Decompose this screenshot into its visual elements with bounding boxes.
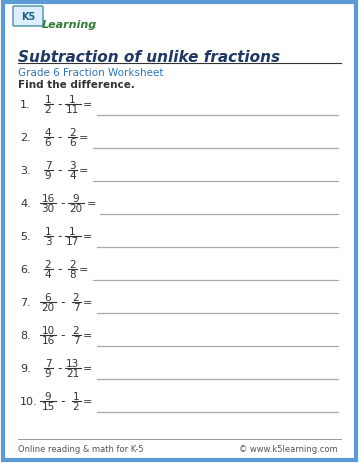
Text: -: - bbox=[61, 394, 65, 407]
Text: =: = bbox=[86, 199, 96, 208]
Text: 1: 1 bbox=[69, 226, 76, 237]
Text: =: = bbox=[83, 330, 92, 340]
Text: 5.: 5. bbox=[20, 232, 31, 242]
Text: -: - bbox=[57, 98, 62, 111]
Text: 2: 2 bbox=[69, 128, 76, 138]
Text: 20: 20 bbox=[41, 302, 55, 313]
Text: 2: 2 bbox=[73, 325, 79, 335]
Text: 16: 16 bbox=[41, 194, 55, 204]
Text: =: = bbox=[83, 363, 92, 373]
Text: 11: 11 bbox=[66, 105, 79, 115]
Text: © www.k5learning.com: © www.k5learning.com bbox=[239, 444, 338, 453]
Text: 10: 10 bbox=[41, 325, 55, 335]
Text: 30: 30 bbox=[41, 204, 55, 213]
Text: -: - bbox=[57, 131, 62, 144]
Text: K5: K5 bbox=[21, 12, 35, 22]
Text: 20: 20 bbox=[69, 204, 83, 213]
Text: 2.: 2. bbox=[20, 133, 31, 143]
Text: 4: 4 bbox=[45, 269, 51, 279]
Text: 3.: 3. bbox=[20, 166, 31, 175]
Text: -: - bbox=[57, 362, 62, 375]
Text: -: - bbox=[57, 230, 62, 243]
Text: Subtraction of unlike fractions: Subtraction of unlike fractions bbox=[18, 50, 280, 65]
Text: 13: 13 bbox=[66, 358, 79, 368]
Text: 2: 2 bbox=[45, 259, 51, 269]
Text: 6.: 6. bbox=[20, 264, 31, 275]
Text: 1: 1 bbox=[45, 226, 51, 237]
Text: 6: 6 bbox=[69, 138, 76, 148]
Text: 2: 2 bbox=[73, 292, 79, 302]
Text: 16: 16 bbox=[41, 335, 55, 345]
Text: -: - bbox=[57, 164, 62, 177]
Text: 17: 17 bbox=[66, 237, 79, 246]
Text: 6: 6 bbox=[45, 138, 51, 148]
Text: 8.: 8. bbox=[20, 330, 31, 340]
Text: Learning: Learning bbox=[42, 20, 97, 30]
Text: 1: 1 bbox=[45, 95, 51, 105]
Text: 9.: 9. bbox=[20, 363, 31, 373]
Text: 10.: 10. bbox=[20, 396, 38, 406]
Text: Grade 6 Fraction Worksheet: Grade 6 Fraction Worksheet bbox=[18, 68, 163, 78]
Text: Find the difference.: Find the difference. bbox=[18, 80, 135, 90]
Text: Online reading & math for K-5: Online reading & math for K-5 bbox=[18, 444, 144, 453]
Text: =: = bbox=[83, 232, 92, 242]
Text: 4.: 4. bbox=[20, 199, 31, 208]
Text: =: = bbox=[83, 100, 92, 110]
FancyBboxPatch shape bbox=[13, 7, 43, 27]
Text: 2: 2 bbox=[69, 259, 76, 269]
Text: 9: 9 bbox=[73, 194, 79, 204]
Text: 6: 6 bbox=[45, 292, 51, 302]
Text: -: - bbox=[61, 296, 65, 309]
Text: 1: 1 bbox=[73, 391, 79, 401]
Text: 4: 4 bbox=[69, 171, 76, 181]
Text: 9: 9 bbox=[45, 171, 51, 181]
Text: 1.: 1. bbox=[20, 100, 31, 110]
Text: 7: 7 bbox=[45, 358, 51, 368]
Text: -: - bbox=[57, 263, 62, 276]
Text: -: - bbox=[61, 197, 65, 210]
FancyBboxPatch shape bbox=[3, 3, 356, 460]
Text: 8: 8 bbox=[69, 269, 76, 279]
Text: 7.: 7. bbox=[20, 297, 31, 307]
Text: =: = bbox=[79, 264, 89, 275]
Text: =: = bbox=[79, 166, 89, 175]
Text: =: = bbox=[83, 297, 92, 307]
Text: 2: 2 bbox=[73, 401, 79, 411]
Text: 3: 3 bbox=[69, 161, 76, 171]
Text: 9: 9 bbox=[45, 368, 51, 378]
Text: 4: 4 bbox=[45, 128, 51, 138]
Text: -: - bbox=[61, 329, 65, 342]
Text: 21: 21 bbox=[66, 368, 79, 378]
Text: 15: 15 bbox=[41, 401, 55, 411]
Text: 7: 7 bbox=[45, 161, 51, 171]
Text: =: = bbox=[79, 133, 89, 143]
Text: 9: 9 bbox=[45, 391, 51, 401]
Text: 7: 7 bbox=[73, 335, 79, 345]
Text: =: = bbox=[83, 396, 92, 406]
Text: 2: 2 bbox=[45, 105, 51, 115]
Text: 1: 1 bbox=[69, 95, 76, 105]
Text: 7: 7 bbox=[73, 302, 79, 313]
Text: 3: 3 bbox=[45, 237, 51, 246]
